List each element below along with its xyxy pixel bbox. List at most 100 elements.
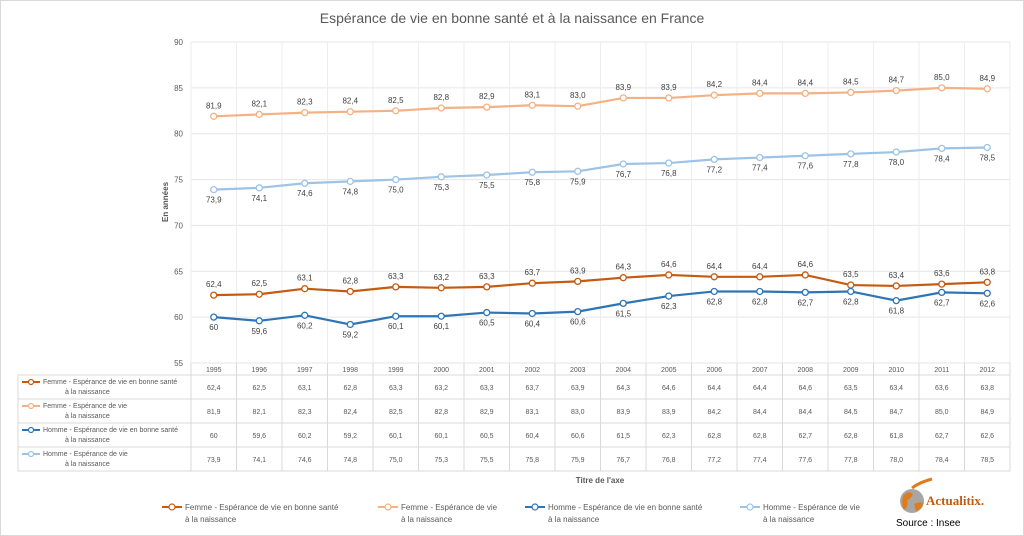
table-cell: 62,8 — [707, 433, 721, 440]
series-2: 60 59,6 60,2 59,2 60,1 60,1 60,5 60,4 60,6 61,5 62… — [209, 287, 996, 339]
data-label: 73,9 — [206, 196, 222, 205]
data-label: 84,4 — [752, 78, 768, 87]
x-tick-label: 2008 — [797, 367, 813, 374]
table-cell: 64,4 — [707, 385, 721, 392]
data-point — [301, 179, 309, 187]
logo-text: Actualitix. — [926, 493, 984, 508]
x-tick-label: 1999 — [388, 367, 404, 374]
series-marker-icon — [27, 402, 35, 410]
data-point — [574, 307, 582, 316]
x-axis-label: Titre de l'axe — [576, 476, 625, 485]
legend-label: à la naissance — [185, 515, 237, 524]
data-label: 60,2 — [297, 321, 313, 330]
data-point — [847, 150, 855, 158]
data-label: 82,8 — [433, 93, 449, 102]
data-label: 81,9 — [206, 101, 222, 110]
table-cell: 82,8 — [434, 409, 448, 416]
x-tick-label: 2004 — [615, 367, 631, 374]
data-label: 62,8 — [843, 297, 859, 306]
data-point — [346, 287, 354, 296]
data-point — [437, 173, 445, 181]
table-cell: 63,5 — [844, 385, 858, 392]
legend-label: à la naissance — [548, 515, 600, 524]
series-0: 62,4 62,5 63,1 62,8 63,3 63,2 63,3 63,7 63,9 64,3… — [206, 260, 996, 299]
data-label: 60,4 — [524, 319, 540, 328]
data-point — [528, 168, 536, 176]
data-label: 84,2 — [706, 80, 722, 89]
data-label: 64,6 — [797, 260, 813, 269]
data-point — [255, 290, 263, 298]
legend-label: à la naissance — [763, 515, 815, 524]
table-cell: 77,4 — [753, 457, 767, 464]
data-point — [574, 277, 582, 286]
table-cell: 74,6 — [298, 457, 312, 464]
data-label: 76,8 — [661, 169, 677, 178]
data-label: 64,4 — [706, 262, 722, 271]
table-row: Femme - Espérance de vie à la naissance 81… — [22, 402, 994, 420]
data-label: 77,2 — [706, 165, 722, 174]
table-cell: 62,8 — [343, 385, 357, 392]
data-label: 74,8 — [342, 187, 358, 196]
data-label: 63,5 — [843, 270, 859, 279]
x-tick-label: 2012 — [979, 367, 995, 374]
data-point — [756, 273, 764, 281]
series-line — [213, 146, 988, 191]
table-cell: 82,5 — [389, 409, 403, 416]
table-cell: 74,1 — [252, 457, 266, 464]
table-cell: 63,3 — [389, 385, 403, 392]
table-cell: 62,8 — [753, 433, 767, 440]
data-label: 59,2 — [342, 330, 358, 339]
table-cell: 63,9 — [571, 385, 585, 392]
data-point — [983, 143, 991, 152]
data-point — [346, 320, 354, 329]
y-tick-label: 85 — [174, 84, 183, 93]
y-axis-label: En années — [161, 181, 170, 222]
data-label: 63,3 — [388, 272, 404, 281]
table-cell: 60,4 — [525, 433, 539, 440]
data-point — [528, 101, 536, 109]
legend-label: Homme - Espérance de vie — [763, 503, 860, 512]
table-cell: 85,0 — [935, 409, 949, 416]
data-point — [346, 177, 354, 186]
data-label: 83,9 — [615, 83, 631, 92]
data-point — [710, 155, 718, 164]
row-label: Homme - Espérance de vie en bonne santé — [43, 427, 178, 434]
data-label: 74,1 — [251, 194, 267, 203]
data-point — [665, 94, 673, 102]
data-label: 62,3 — [661, 302, 677, 311]
data-label: 62,7 — [797, 298, 813, 307]
data-point — [437, 284, 445, 292]
table-cell: 63,2 — [434, 385, 448, 392]
row-label: Femme - Espérance de vie — [43, 403, 127, 410]
table-cell: 63,8 — [980, 385, 994, 392]
data-point — [528, 309, 536, 318]
data-point — [210, 291, 218, 299]
table-cell: 76,8 — [662, 457, 676, 464]
data-label: 84,7 — [888, 76, 904, 85]
table-cell: 83,0 — [571, 409, 585, 416]
x-tick-label: 2003 — [570, 367, 586, 374]
data-label: 63,7 — [524, 268, 540, 277]
data-label: 59,6 — [251, 327, 267, 336]
data-label: 64,3 — [615, 263, 631, 272]
data-point — [483, 308, 491, 317]
chart-title: Espérance de vie en bonne santé et à la … — [320, 10, 705, 26]
data-label: 82,5 — [388, 96, 404, 105]
data-point — [710, 287, 718, 296]
data-point — [574, 167, 582, 175]
data-point — [392, 283, 400, 291]
row-label: Homme - Espérance de vie — [43, 451, 128, 458]
legend-marker-icon — [384, 503, 392, 511]
data-label: 61,8 — [888, 307, 904, 316]
table-cell: 78,4 — [935, 457, 949, 464]
data-point — [801, 271, 809, 279]
table-cell: 82,3 — [298, 409, 312, 416]
table-cell: 82,9 — [480, 409, 494, 416]
data-point — [301, 311, 309, 319]
data-point — [665, 271, 673, 279]
table-cell: 84,5 — [844, 409, 858, 416]
x-tick-label: 2002 — [524, 367, 540, 374]
data-point — [756, 89, 764, 98]
data-label: 60,1 — [388, 322, 404, 331]
